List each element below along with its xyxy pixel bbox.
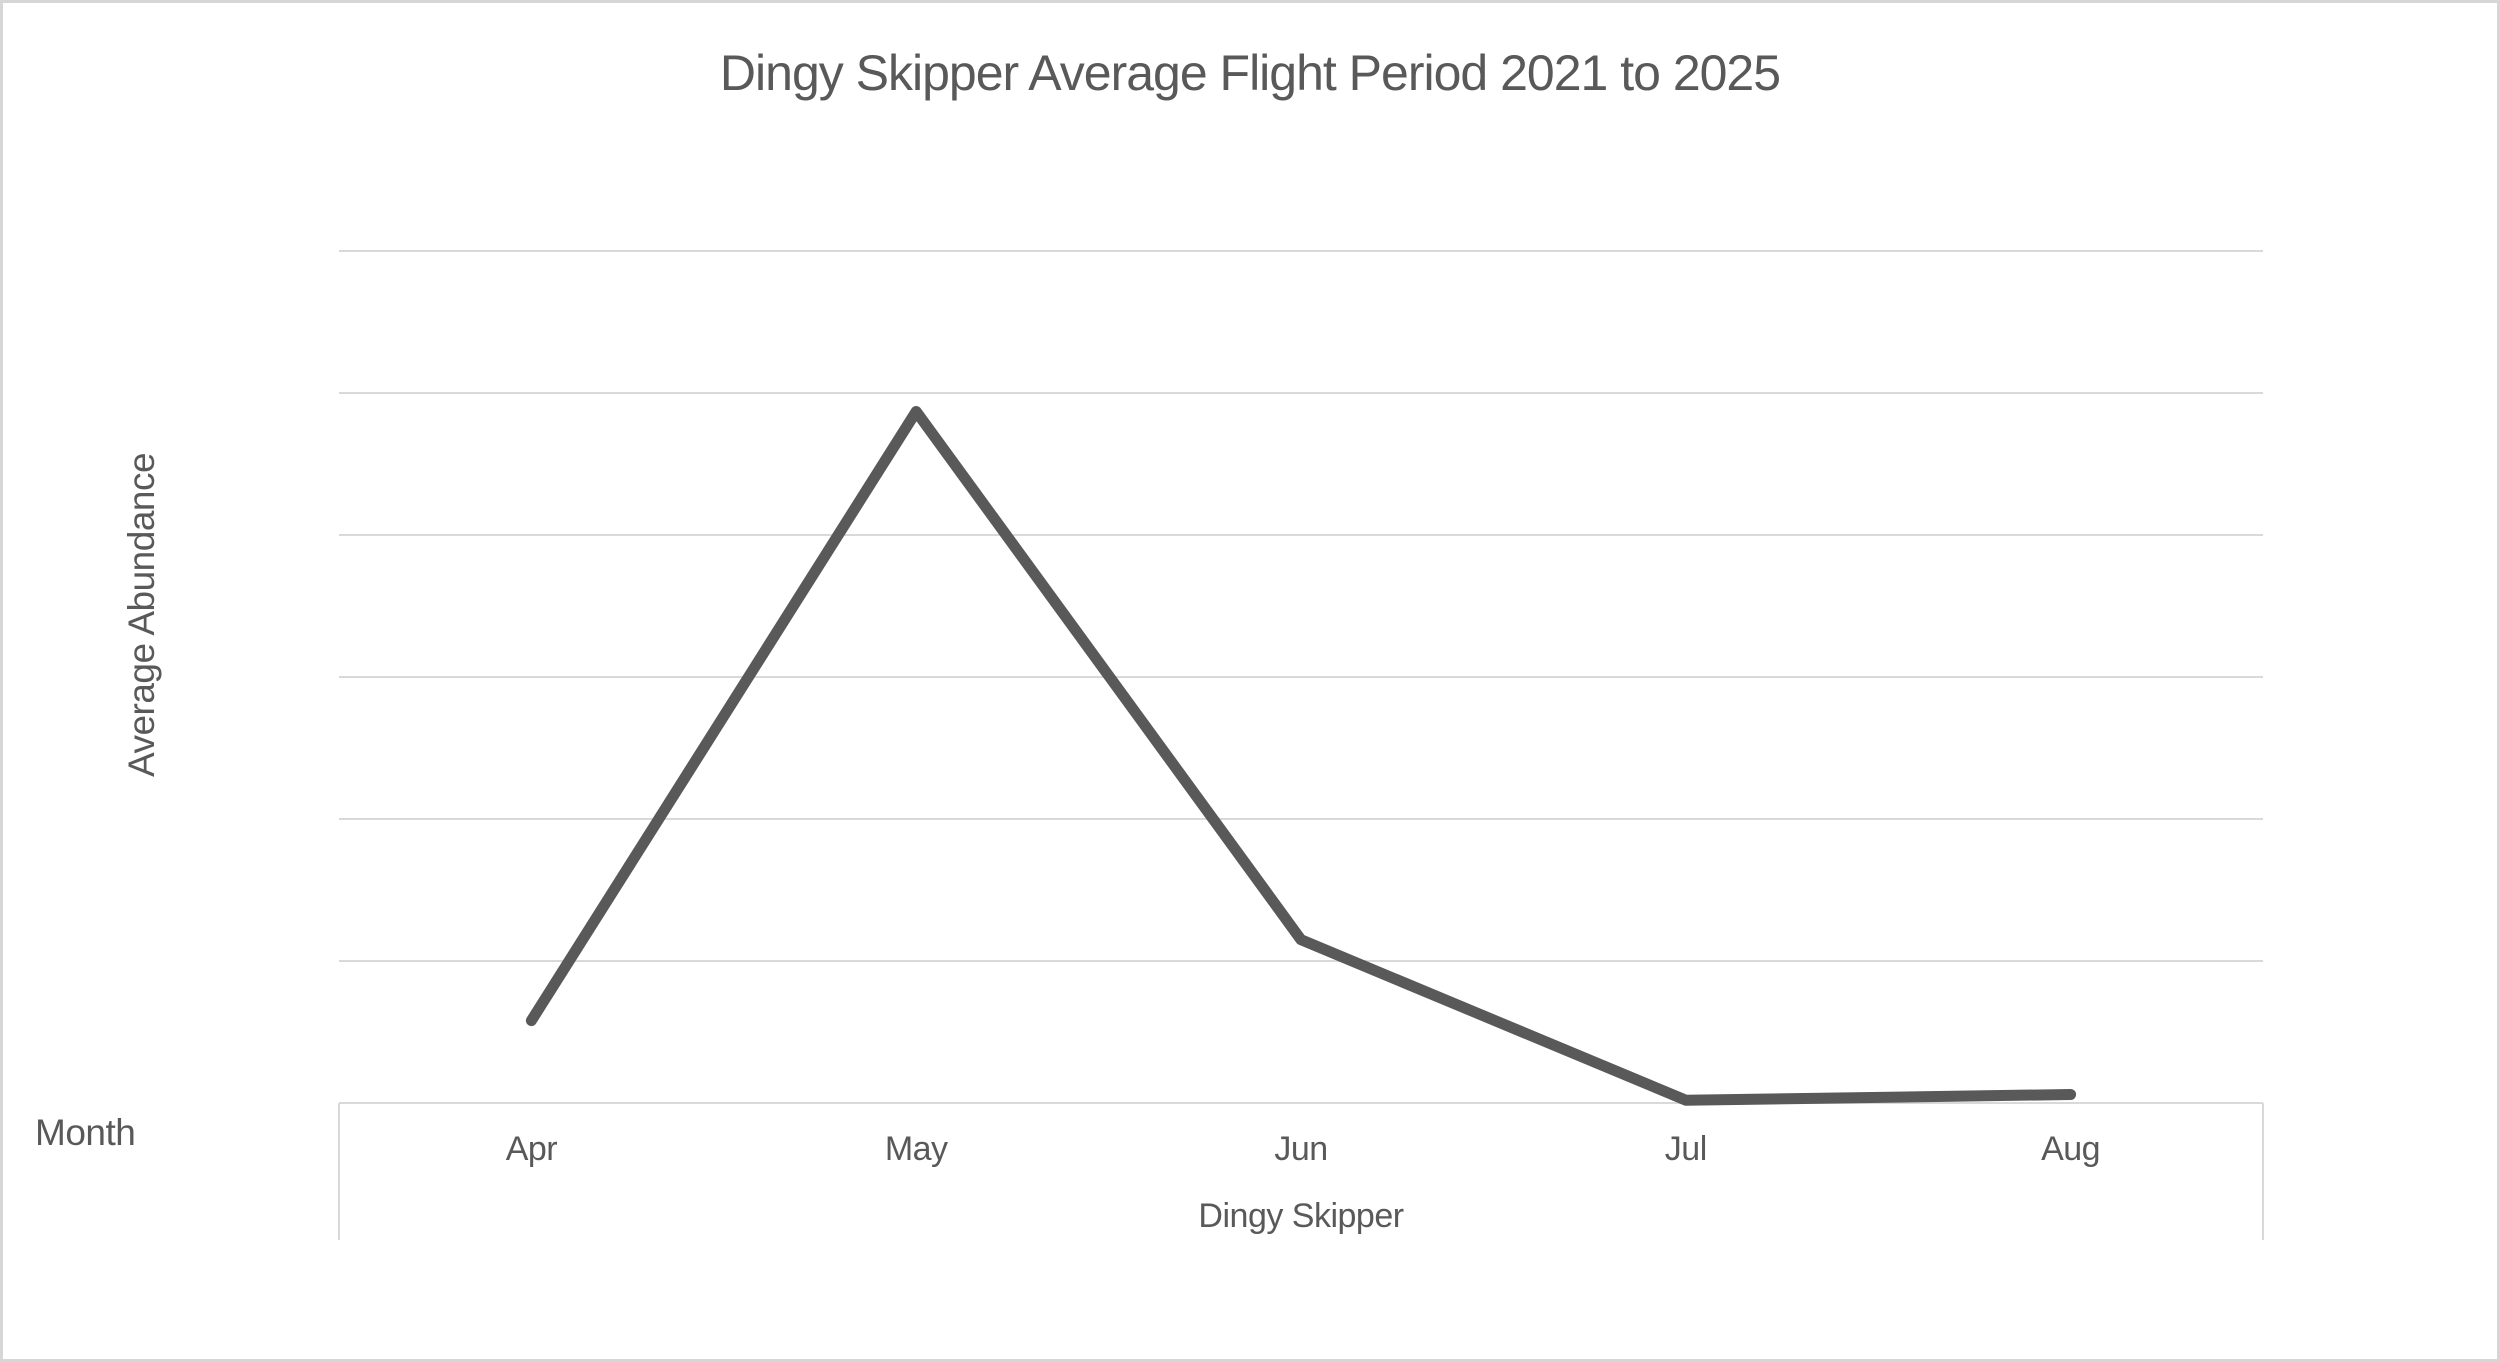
series-line-dingy-skipper	[525, 406, 2077, 1106]
category-label-jul: Jul	[1664, 1130, 1707, 1168]
chart-title: Dingy Skipper Average Flight Period 2021…	[719, 45, 1781, 101]
category-label-aug: Aug	[2041, 1130, 2101, 1168]
series-name-label: Dingy Skipper	[1198, 1197, 1404, 1235]
plot-area	[338, 250, 2264, 1240]
category-label-may: May	[884, 1130, 948, 1168]
category-label-jun: Jun	[1274, 1130, 1328, 1168]
x-axis-title: Month	[35, 1112, 136, 1153]
category-axis-labels: Apr May Jun Jul Aug	[339, 1127, 2263, 1171]
category-label-apr: Apr	[505, 1130, 558, 1168]
